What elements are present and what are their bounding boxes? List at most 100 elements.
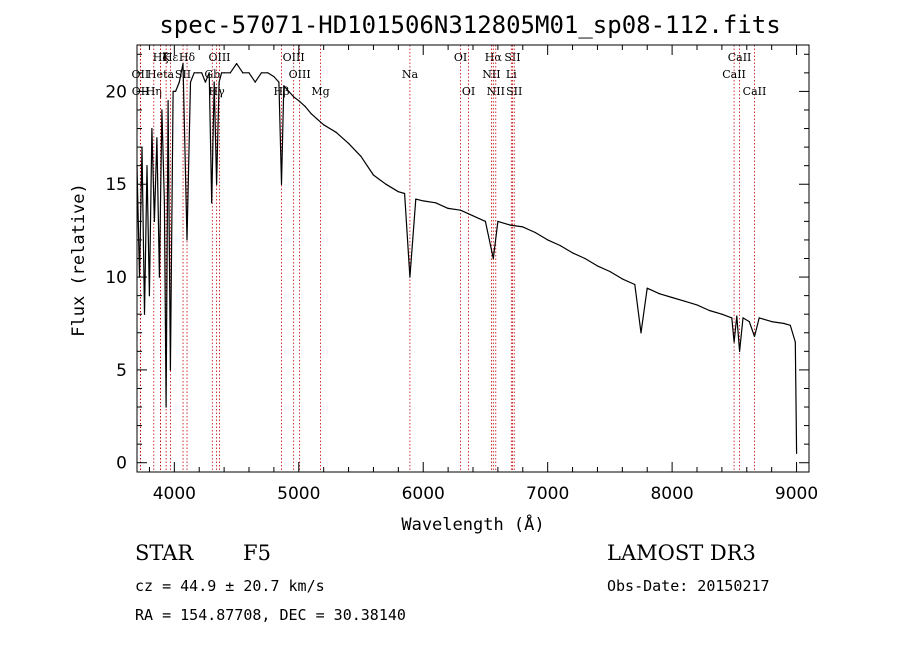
spectral-subclass: F5 bbox=[243, 541, 271, 565]
data-point-0-62 bbox=[459, 209, 462, 211]
line-marker-label-25: CaII bbox=[728, 51, 752, 64]
data-point-0-96 bbox=[789, 324, 791, 326]
line-marker-label-17: OI bbox=[454, 51, 467, 64]
data-point-0-42 bbox=[283, 85, 285, 87]
line-marker-label-12: OIII bbox=[283, 51, 305, 64]
line-marker-label-21: NII bbox=[487, 85, 505, 98]
redshift-velocity: cz = 44.9 ± 20.7 km/s bbox=[135, 577, 325, 595]
data-point-0-16 bbox=[174, 90, 177, 93]
data-point-0-91 bbox=[748, 321, 750, 323]
data-point-0-23 bbox=[201, 72, 203, 74]
data-point-0-82 bbox=[683, 300, 686, 302]
line-marker-label-23: Li bbox=[506, 68, 517, 81]
data-point-0-39 bbox=[273, 75, 275, 78]
data-point-0-15 bbox=[172, 90, 174, 93]
data-point-0-84 bbox=[708, 309, 711, 312]
data-point-0-5 bbox=[148, 295, 151, 297]
y-tick-label-1: 5 bbox=[116, 361, 127, 381]
x-tick-label-1: 5000 bbox=[277, 484, 320, 504]
data-point-0-36 bbox=[254, 81, 256, 83]
data-point-0-74 bbox=[596, 265, 599, 267]
line-marker-label-3: K bbox=[162, 51, 171, 64]
line-marker-label-22: SII bbox=[504, 51, 520, 64]
data-point-0-93 bbox=[758, 317, 760, 319]
line-marker-label-14: Hβ bbox=[274, 85, 290, 98]
chart-title: spec-57071-HD101506N312805M01_sp08-112.f… bbox=[159, 11, 780, 39]
data-point-0-85 bbox=[721, 313, 723, 315]
data-point-0-86 bbox=[731, 317, 733, 319]
data-point-0-44 bbox=[293, 96, 295, 98]
line-marker-label-5: Hη bbox=[146, 85, 162, 98]
spectrum-series bbox=[136, 62, 798, 455]
data-point-0-72 bbox=[571, 252, 574, 254]
y-axis: 0 5 10 15 20 bbox=[105, 53, 809, 474]
data-point-0-30 bbox=[221, 72, 223, 74]
data-point-0-51 bbox=[347, 142, 350, 144]
line-marker-label-8: Hδ bbox=[179, 51, 196, 64]
data-point-0-61 bbox=[447, 207, 449, 209]
data-point-0-87 bbox=[733, 341, 735, 343]
data-point-0-66 bbox=[497, 220, 499, 222]
data-point-0-6 bbox=[151, 127, 153, 130]
line-marker-label-20: NII bbox=[482, 68, 500, 81]
data-point-0-58 bbox=[415, 198, 417, 200]
data-point-0-63 bbox=[472, 215, 474, 217]
data-point-0-94 bbox=[771, 321, 773, 323]
survey-name: LAMOST DR3 bbox=[607, 541, 756, 565]
data-point-0-92 bbox=[753, 335, 756, 338]
data-point-0-65 bbox=[492, 257, 494, 260]
data-point-0-32 bbox=[229, 72, 231, 74]
data-point-0-29 bbox=[218, 81, 220, 83]
data-point-0-88 bbox=[736, 315, 738, 317]
data-point-0-68 bbox=[522, 226, 524, 228]
line-marker-label-18: OI bbox=[462, 85, 475, 98]
data-point-0-76 bbox=[621, 278, 623, 280]
line-marker-label-27: CaII bbox=[743, 85, 767, 98]
data-point-0-79 bbox=[646, 287, 648, 289]
data-point-0-60 bbox=[435, 202, 437, 204]
line-marker-label-6: Hζ bbox=[153, 51, 169, 64]
data-point-0-47 bbox=[310, 113, 312, 115]
data-point-0-41 bbox=[280, 183, 283, 185]
data-point-0-53 bbox=[372, 174, 375, 176]
data-point-0-7 bbox=[153, 220, 156, 222]
data-point-0-24 bbox=[204, 81, 207, 83]
data-point-0-50 bbox=[335, 131, 337, 133]
data-point-0-97 bbox=[794, 341, 796, 343]
data-point-0-95 bbox=[783, 322, 785, 325]
coordinates: RA = 154.87708, DEC = 30.38140 bbox=[135, 606, 406, 624]
data-point-0-80 bbox=[659, 293, 661, 295]
data-point-0-64 bbox=[484, 220, 487, 222]
data-point-0-59 bbox=[422, 200, 424, 202]
data-point-0-77 bbox=[634, 283, 636, 286]
y-axis-label: Flux (relative) bbox=[69, 183, 89, 337]
object-type: STAR bbox=[135, 541, 194, 565]
plot-frame bbox=[136, 44, 810, 473]
data-point-0-38 bbox=[267, 72, 269, 74]
data-point-0-3 bbox=[143, 313, 146, 315]
data-point-0-43 bbox=[288, 90, 290, 93]
data-point-0-28 bbox=[216, 183, 218, 185]
data-point-0-73 bbox=[584, 257, 586, 260]
data-point-0-78 bbox=[640, 332, 642, 334]
y-tick-label-2: 10 bbox=[105, 268, 127, 288]
data-point-0-13 bbox=[167, 100, 169, 102]
data-point-0-89 bbox=[738, 350, 741, 352]
data-point-0-52 bbox=[360, 155, 362, 157]
data-point-0-10 bbox=[161, 109, 163, 111]
data-point-0-69 bbox=[534, 231, 536, 234]
data-point-0-98 bbox=[795, 452, 798, 455]
line-marker-label-11: Hγ bbox=[209, 85, 226, 98]
data-point-0-25 bbox=[208, 72, 210, 74]
line-marker-label-26: CaII bbox=[722, 68, 746, 81]
data-point-0-56 bbox=[403, 192, 406, 195]
data-point-0-90 bbox=[742, 317, 744, 319]
data-point-0-35 bbox=[248, 72, 250, 74]
data-point-0-14 bbox=[169, 369, 171, 371]
y-tick-label-4: 20 bbox=[105, 82, 127, 102]
data-point-0-33 bbox=[235, 62, 238, 65]
data-point-0-9 bbox=[158, 276, 160, 278]
x-tick-label-2: 6000 bbox=[402, 484, 445, 504]
